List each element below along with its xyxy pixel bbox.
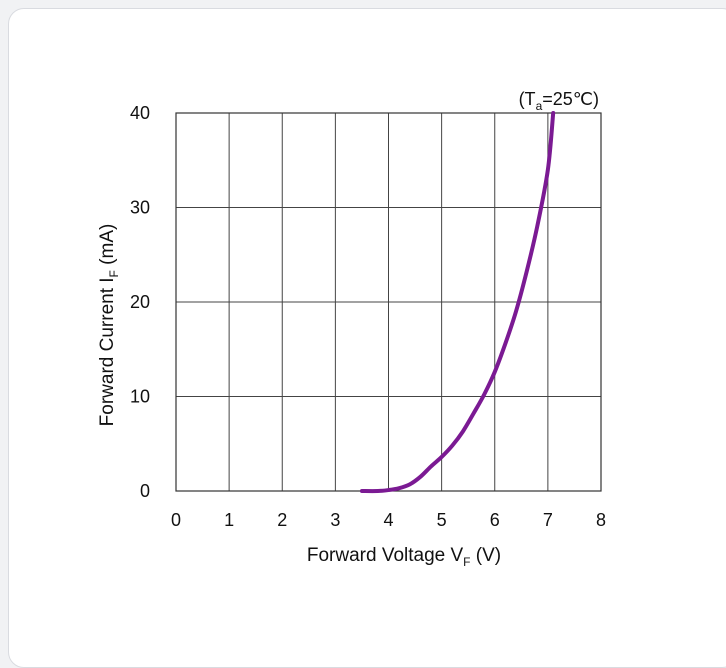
y-tick-label-4: 40 <box>130 103 150 123</box>
x-tick-label-1: 1 <box>224 510 234 530</box>
x-tick-label-2: 2 <box>277 510 287 530</box>
x-tick-label-4: 4 <box>383 510 393 530</box>
x-axis-title: Forward Voltage VF (V) <box>307 545 501 569</box>
y-tick-label-2: 20 <box>130 292 150 312</box>
grid <box>175 112 602 492</box>
y-tick-label-3: 30 <box>130 198 150 218</box>
x-tick-label-3: 3 <box>330 510 340 530</box>
x-tick-label-7: 7 <box>543 510 553 530</box>
x-tick-label-6: 6 <box>490 510 500 530</box>
temperature-annotation: (Ta=25℃) <box>519 89 599 113</box>
x-tick-label-5: 5 <box>437 510 447 530</box>
tick-labels: 0 1 2 3 4 5 6 7 8 0 10 20 30 40 <box>130 103 606 530</box>
x-tick-label-8: 8 <box>596 510 606 530</box>
x-tick-label-0: 0 <box>171 510 181 530</box>
chart-card <box>8 8 726 668</box>
y-tick-label-1: 10 <box>130 387 150 407</box>
forward-current-curve <box>359 111 556 494</box>
y-axis-title: Forward Current IF (mA) <box>97 224 121 427</box>
y-tick-label-0: 0 <box>140 481 150 501</box>
